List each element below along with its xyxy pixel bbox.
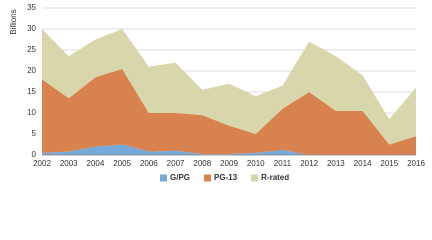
x-tick-label: 2011: [274, 159, 292, 168]
x-tick-label: 2016: [407, 159, 425, 168]
x-tick-label: 2002: [33, 159, 51, 168]
legend-label: R-rated: [261, 173, 289, 182]
y-tick-label: 30: [27, 24, 36, 33]
x-tick-label: 2012: [300, 159, 318, 168]
y-tick-label: 25: [27, 45, 36, 54]
x-tick-label: 2014: [354, 159, 372, 168]
legend-label: PG-13: [214, 173, 238, 182]
legend-swatch: [251, 174, 259, 182]
x-tick-label: 2004: [87, 159, 105, 168]
legend-swatch: [204, 174, 212, 182]
y-tick-label: 5: [32, 129, 37, 138]
x-tick-label: 2005: [113, 159, 131, 168]
area: [42, 68, 416, 155]
x-tick-label: 2003: [60, 159, 78, 168]
x-tick-label: 2015: [380, 159, 398, 168]
y-axis-label: Billions: [9, 9, 18, 34]
y-tick-label: 15: [27, 87, 36, 96]
legend-label: G/PG: [170, 173, 190, 182]
chart: Billions 0 5 10 15 20 25 30 35 2002 2003 2004 2005 2…: [9, 3, 425, 182]
area: [42, 29, 416, 145]
x-tick-label: 2006: [140, 159, 158, 168]
area: [42, 144, 416, 155]
y-tick-label: 0: [32, 150, 37, 159]
x-tick-label: 2009: [220, 159, 238, 168]
x-tick-label: 2013: [327, 159, 345, 168]
x-tick-label: 2010: [247, 159, 265, 168]
legend-swatch: [160, 174, 167, 182]
y-tick-label: 20: [27, 66, 36, 75]
y-tick-label: 10: [27, 108, 36, 117]
x-tick-label: 2008: [193, 159, 211, 168]
x-tick-label: 2007: [167, 159, 185, 168]
y-tick-label: 35: [27, 3, 36, 12]
